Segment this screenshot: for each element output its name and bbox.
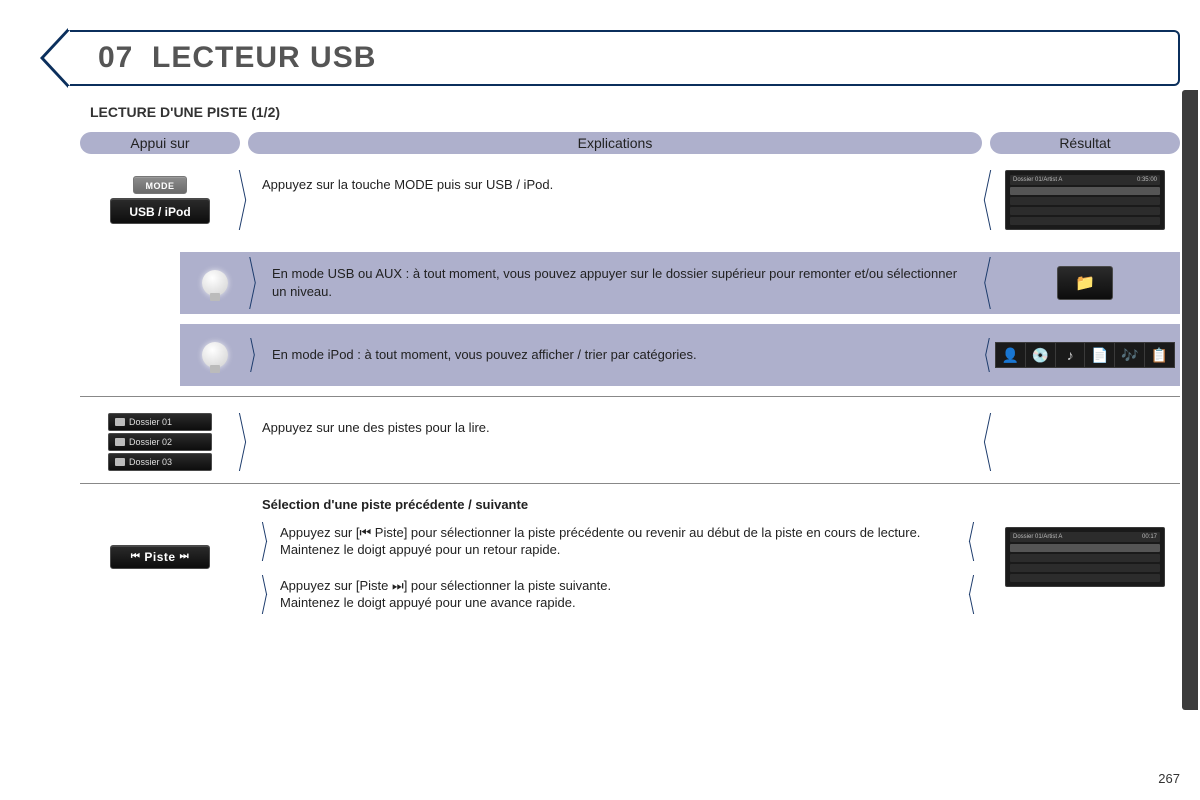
explain-column: Sélection d'une piste précédente / suiva… [240,492,990,622]
section-heading: Sélection d'une piste précédente / suiva… [262,496,974,514]
folder-button-3[interactable]: Dossier 03 [108,453,212,471]
song-icon[interactable]: ♪ [1056,343,1086,367]
bracket-left-icon [242,413,256,471]
bracket-right-icon [958,575,972,614]
bracket-right-icon [974,413,988,471]
artist-icon[interactable]: 👤 [996,343,1026,367]
result-column: Dossier 01/Artist A00:17 [990,523,1180,591]
result-screen-menu: Dossier 01/Artist A0:35:00 [1005,170,1165,230]
usb-ipod-button[interactable]: USB / iPod [110,198,210,224]
explain-text: Appuyez sur une des pistes pour la lire. [262,420,490,435]
tip-row-1: En mode USB ou AUX : à tout moment, vous… [180,252,1180,314]
column-headers: Appui sur Explications Résultat [80,132,1180,154]
folder-icon: 📁 [1075,273,1095,293]
bracket-left-icon [242,170,256,230]
col-header-result: Résultat [990,132,1180,154]
instruction-row-1: MODE USB / iPod Appuyez sur la touche MO… [80,158,1180,242]
press-column: Dossier 01 Dossier 02 Dossier 03 [80,409,240,475]
tip-text: En mode iPod : à tout moment, vous pouve… [272,347,697,362]
explain-text: Maintenez le doigt appuyé pour une avanc… [280,594,960,612]
bracket-left-icon [264,575,278,614]
col-header-explain: Explications [248,132,982,154]
tip-result: 📁 [990,266,1180,300]
result-column [990,409,1180,475]
press-column: MODE USB / iPod [80,166,240,234]
explain-column: Appuyez sur une des pistes pour la lire. [240,409,990,475]
tip-row-2: En mode iPod : à tout moment, vous pouve… [180,324,1180,386]
lightbulb-icon [202,270,228,296]
bracket-left-icon [264,522,278,561]
playlist-icon[interactable]: 🎶 [1115,343,1145,367]
genre-icon[interactable]: 📄 [1085,343,1115,367]
album-icon[interactable]: 💿 [1026,343,1056,367]
chapter-title: 07 LECTEUR USB [80,30,1180,86]
side-thumb-tab [1182,90,1198,710]
result-screen-tracks: Dossier 01/Artist A00:17 [1005,527,1165,587]
explain-column: Appuyez sur la touche MODE puis sur USB … [240,166,990,234]
bracket-right-icon [974,170,988,230]
tip-text: En mode USB ou AUX : à tout moment, vous… [272,266,957,299]
chapter-name: LECTEUR USB [152,41,376,74]
chapter-title-band: 07 LECTEUR USB [80,30,1180,86]
press-column: ⏮ Piste ⏭ [80,541,240,573]
category-icon-bar[interactable]: 👤 💿 ♪ 📄 🎶 📋 [995,342,1175,368]
piste-button[interactable]: ⏮ Piste ⏭ [110,545,210,569]
bracket-left-icon [252,257,266,308]
tip-explain: En mode USB ou AUX : à tout moment, vous… [250,253,990,312]
bracket-left-icon [252,338,266,372]
explain-text: Appuyez sur [⏮ Piste] pour sélectionner … [280,524,960,542]
mode-button[interactable]: MODE [133,176,187,194]
bracket-right-icon [974,257,988,308]
result-column: Dossier 01/Artist A0:35:00 [990,166,1180,234]
skip-back-icon: ⏮ [131,545,141,569]
folder-button-1[interactable]: Dossier 01 [108,413,212,431]
divider [80,396,1180,397]
tip-result: 👤 💿 ♪ 📄 🎶 📋 [990,342,1180,368]
list-icon[interactable]: 📋 [1145,343,1174,367]
skip-fwd-icon: ⏭ [180,545,190,569]
page-number: 267 [1158,771,1180,786]
folder-up-button[interactable]: 📁 [1057,266,1113,300]
bracket-right-icon [974,338,988,372]
folder-list: Dossier 01 Dossier 02 Dossier 03 [108,413,212,471]
instruction-row-2: Dossier 01 Dossier 02 Dossier 03 Appuyez… [80,401,1180,484]
col-header-press: Appui sur [80,132,240,154]
folder-button-2[interactable]: Dossier 02 [108,433,212,451]
chapter-number: 07 [98,41,133,74]
explain-text: Appuyez sur la touche MODE puis sur USB … [262,177,553,192]
bracket-right-icon [958,522,972,561]
explain-text: Maintenez le doigt appuyé pour un retour… [280,541,960,559]
section-subheading: LECTURE D'UNE PISTE (1/2) [90,104,1180,120]
lightbulb-icon [202,342,228,368]
tip-explain: En mode iPod : à tout moment, vous pouve… [250,334,990,376]
instruction-row-3: ⏮ Piste ⏭ Sélection d'une piste précéden… [80,484,1180,630]
explain-text: Appuyez sur [Piste ⏭] pour sélectionner … [280,577,960,595]
page-content: 07 LECTEUR USB LECTURE D'UNE PISTE (1/2)… [80,0,1180,630]
